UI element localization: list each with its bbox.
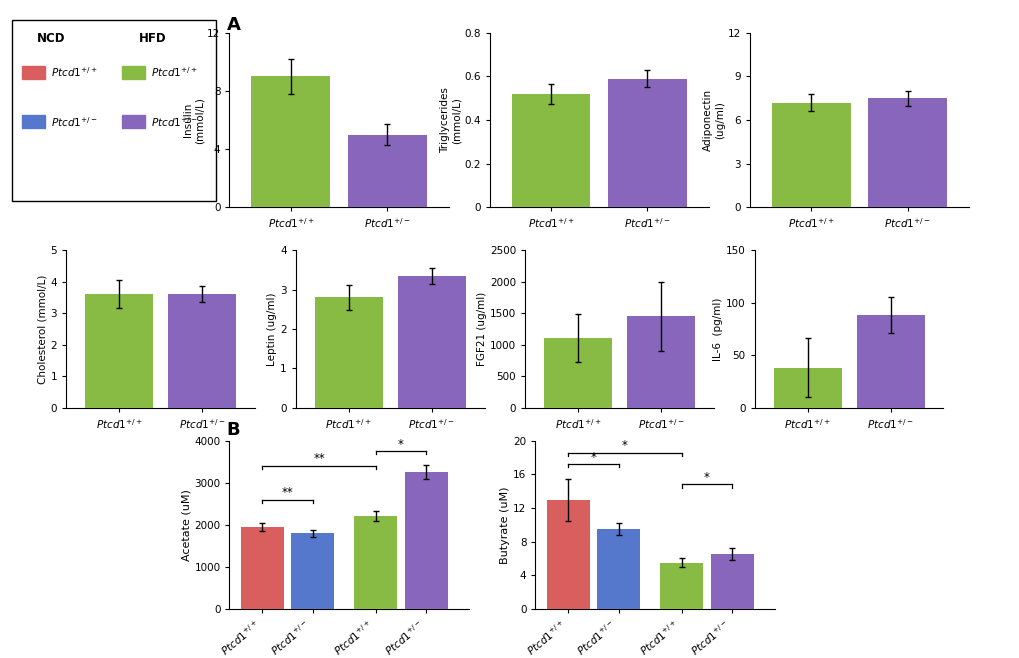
Bar <box>546 499 589 609</box>
Text: B: B <box>226 421 239 439</box>
Bar <box>597 529 640 609</box>
Text: *: * <box>397 438 404 451</box>
Bar <box>856 315 924 408</box>
Bar <box>168 294 236 408</box>
Y-axis label: Insulin
(mmol/L): Insulin (mmol/L) <box>182 97 204 143</box>
Text: $\it{Ptcd1}^{+/-}$: $\it{Ptcd1}^{+/-}$ <box>151 115 198 128</box>
Bar <box>86 294 153 408</box>
Y-axis label: Triglycerides
(mmol/L): Triglycerides (mmol/L) <box>439 87 461 153</box>
Bar <box>544 338 611 408</box>
Bar <box>354 517 397 609</box>
Bar <box>773 368 841 408</box>
Y-axis label: IL-6  (pg/ml): IL-6 (pg/ml) <box>712 297 722 361</box>
Bar <box>771 103 850 207</box>
Bar <box>315 297 382 408</box>
Text: *: * <box>590 451 596 463</box>
Text: **: ** <box>281 486 293 499</box>
Bar <box>607 79 687 207</box>
Text: HFD: HFD <box>139 32 167 45</box>
Bar <box>397 276 466 408</box>
Bar <box>291 533 334 609</box>
Text: NCD: NCD <box>37 32 65 45</box>
Y-axis label: Cholesterol (mmol/L): Cholesterol (mmol/L) <box>38 274 48 384</box>
Text: $\it{Ptcd1}^{+/+}$: $\it{Ptcd1}^{+/+}$ <box>151 66 198 79</box>
Bar <box>405 472 447 609</box>
Y-axis label: FGF21 (ug/ml): FGF21 (ug/ml) <box>477 292 487 366</box>
Y-axis label: Butyrate (uM): Butyrate (uM) <box>500 486 510 563</box>
Bar <box>867 98 947 207</box>
Bar <box>659 563 702 609</box>
Bar <box>710 554 753 609</box>
Text: **: ** <box>313 452 325 465</box>
Bar <box>252 76 330 207</box>
Y-axis label: Acetate (uM): Acetate (uM) <box>181 489 192 561</box>
Y-axis label: Leptin (ug/ml): Leptin (ug/ml) <box>267 292 277 366</box>
Text: *: * <box>622 439 628 452</box>
Bar <box>627 316 695 408</box>
Text: A: A <box>226 16 240 34</box>
Y-axis label: Adiponectin
(ug/ml): Adiponectin (ug/ml) <box>702 89 723 151</box>
Bar <box>512 94 590 207</box>
Text: *: * <box>703 470 709 484</box>
Bar <box>240 527 283 609</box>
Text: $\it{Ptcd1}^{+/+}$: $\it{Ptcd1}^{+/+}$ <box>51 66 98 79</box>
Text: $\it{Ptcd1}^{+/-}$: $\it{Ptcd1}^{+/-}$ <box>51 115 98 128</box>
Bar <box>347 135 427 207</box>
